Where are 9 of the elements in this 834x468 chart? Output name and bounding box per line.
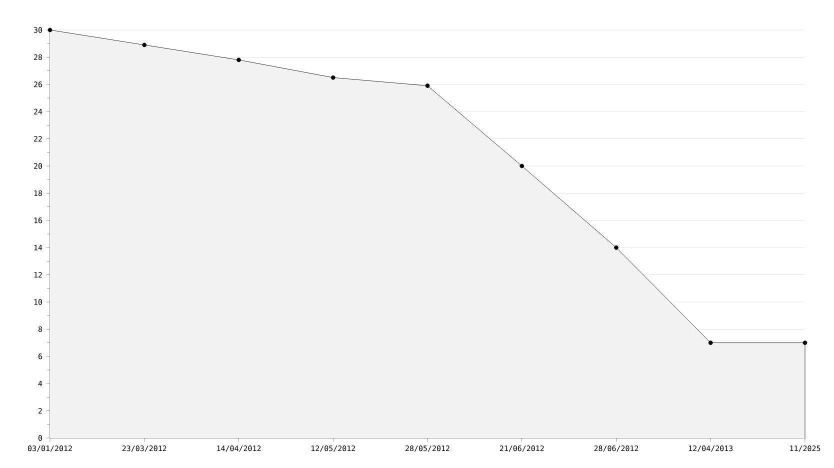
- point: [142, 42, 147, 48]
- point: [802, 340, 808, 345]
- point: [48, 28, 52, 32]
- point: [330, 75, 336, 80]
- point: [520, 164, 524, 168]
- point: [236, 58, 241, 62]
- point: [425, 84, 430, 88]
- point: [614, 245, 618, 250]
- point: [708, 340, 713, 345]
